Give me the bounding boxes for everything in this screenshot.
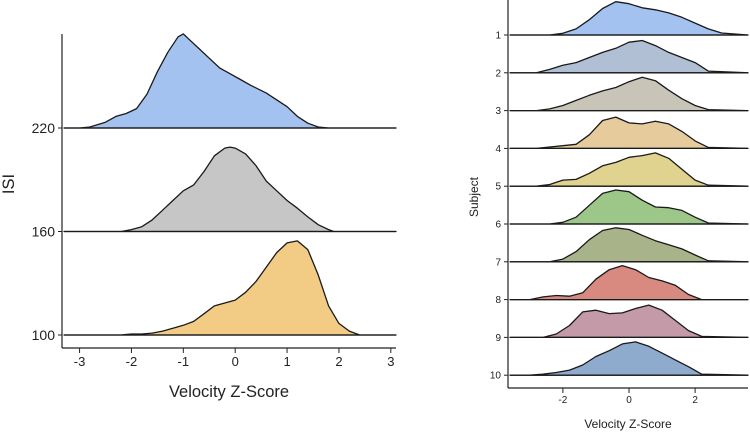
x-tick-label--3: -3 [74,354,86,369]
density-ridge-7 [509,227,749,263]
y-tick-label-2: 2 [495,68,501,79]
y-tick-label-9: 9 [495,333,501,344]
left-x-ticks: -3 -2 -1 0 1 2 3 [74,348,394,369]
density-ridge-8 [509,264,749,301]
x-tick-label--2: -2 [558,395,567,406]
x-tick-label-2: 2 [335,354,342,369]
y-tick-label-5: 5 [495,182,501,193]
y-tick-label-7: 7 [495,257,501,268]
density-ridge-220 [63,33,397,129]
y-tick-label-100: 100 [32,327,56,343]
x-tick-label-2: 2 [692,395,698,406]
subject-ridgeline-chart: 1 2 3 4 5 6 7 8 9 10 -2 0 2 Velocity Z-Score Subjec… [467,0,749,431]
x-tick-label--1: -1 [178,354,190,369]
left-y-ticks: 220 160 100 [32,120,62,343]
density-ridge-100 [63,240,397,336]
y-tick-label-160: 160 [32,223,56,239]
density-ridge-6 [509,189,749,225]
isi-ridges [63,33,397,336]
density-ridge-2 [509,39,749,74]
y-tick-label-6: 6 [495,220,501,231]
right-x-ticks: -2 0 2 [558,388,698,406]
x-tick-label-0: 0 [626,395,632,406]
x-tick-label-3: 3 [387,354,394,369]
y-tick-label-8: 8 [495,295,501,306]
y-tick-label-1: 1 [495,31,501,42]
right-y-axis-label: Subject [467,176,481,217]
right-x-axis-label: Velocity Z-Score [584,417,672,431]
x-tick-label-1: 1 [283,354,290,369]
density-ridge-5 [509,152,749,187]
subject-ridges [509,1,749,376]
left-y-axis-label: ISI [0,174,18,194]
x-tick-label--2: -2 [126,354,138,369]
density-ridge-3 [509,76,749,112]
density-ridge-9 [509,304,749,339]
x-tick-label-0: 0 [232,354,239,369]
density-ridge-1 [509,1,749,36]
density-ridge-4 [509,116,749,150]
isi-ridgeline-chart: 220 160 100 -3 -2 -1 0 1 2 3 Velocity Z-Score IS… [0,33,397,401]
density-ridge-10 [509,341,749,376]
y-tick-label-4: 4 [495,144,501,155]
y-tick-label-3: 3 [495,106,501,117]
y-tick-label-10: 10 [490,371,502,382]
y-tick-label-220: 220 [32,120,56,136]
density-ridge-160 [63,146,397,233]
right-y-ticks: 1 2 3 4 5 6 7 8 9 10 [490,31,508,382]
left-x-axis-label: Velocity Z-Score [169,383,289,401]
